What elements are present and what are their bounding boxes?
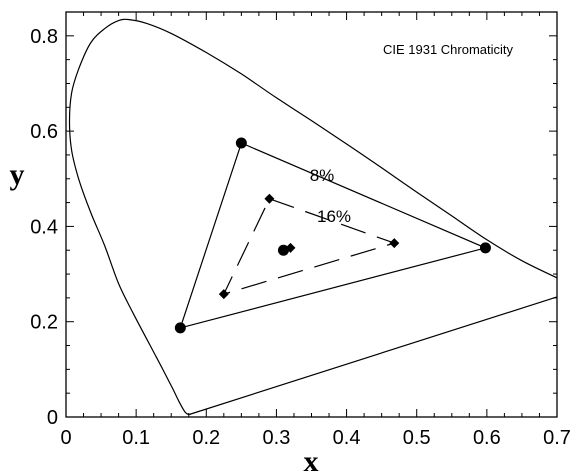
annotation-16-percent: 16%	[317, 207, 351, 226]
curves	[68, 18, 558, 416]
x-tick-label: 0.5	[403, 427, 431, 449]
purple-line	[188, 296, 558, 416]
diamond-marker	[218, 289, 229, 300]
triangle-8-percent	[179, 142, 488, 329]
x-axis-label: x	[304, 445, 319, 475]
x-tick-label: 0.6	[473, 427, 501, 449]
tick-labels: 0 0.1 0.2 0.3 0.4 0.5 0.6 0.7 0 0.2 0.4 0.6 0.8	[30, 26, 571, 449]
y-tick-label: 0.4	[30, 216, 58, 238]
x-tick-label: 0.1	[122, 427, 150, 449]
circle-marker	[174, 322, 186, 334]
data-marks	[174, 137, 491, 334]
x-tick-label: 0.2	[192, 427, 220, 449]
y-tick-label: 0.2	[30, 312, 58, 334]
diamond-marker	[264, 193, 275, 204]
x-tick-label: 0.4	[333, 427, 361, 449]
axis-ticks	[65, 12, 558, 418]
annotation-8-percent: 8%	[310, 166, 335, 185]
triangle-16-percent	[222, 198, 397, 296]
y-tick-label: 0	[47, 407, 58, 429]
y-tick-label: 0.8	[30, 26, 58, 48]
circle-marker	[235, 137, 247, 149]
annotation-cie-title: CIE 1931 Chromaticity	[383, 42, 514, 57]
x-tick-label: 0.7	[543, 427, 571, 449]
diamond-marker	[285, 242, 296, 253]
x-tick-label: 0	[60, 427, 71, 449]
plot-frame	[65, 11, 558, 418]
y-tick-label: 0.6	[30, 121, 58, 143]
y-axis-label: y	[10, 158, 25, 191]
circle-marker	[479, 242, 491, 254]
diamond-marker	[389, 238, 400, 249]
spectral-locus-curve	[68, 18, 558, 416]
x-tick-label: 0.3	[263, 427, 291, 449]
